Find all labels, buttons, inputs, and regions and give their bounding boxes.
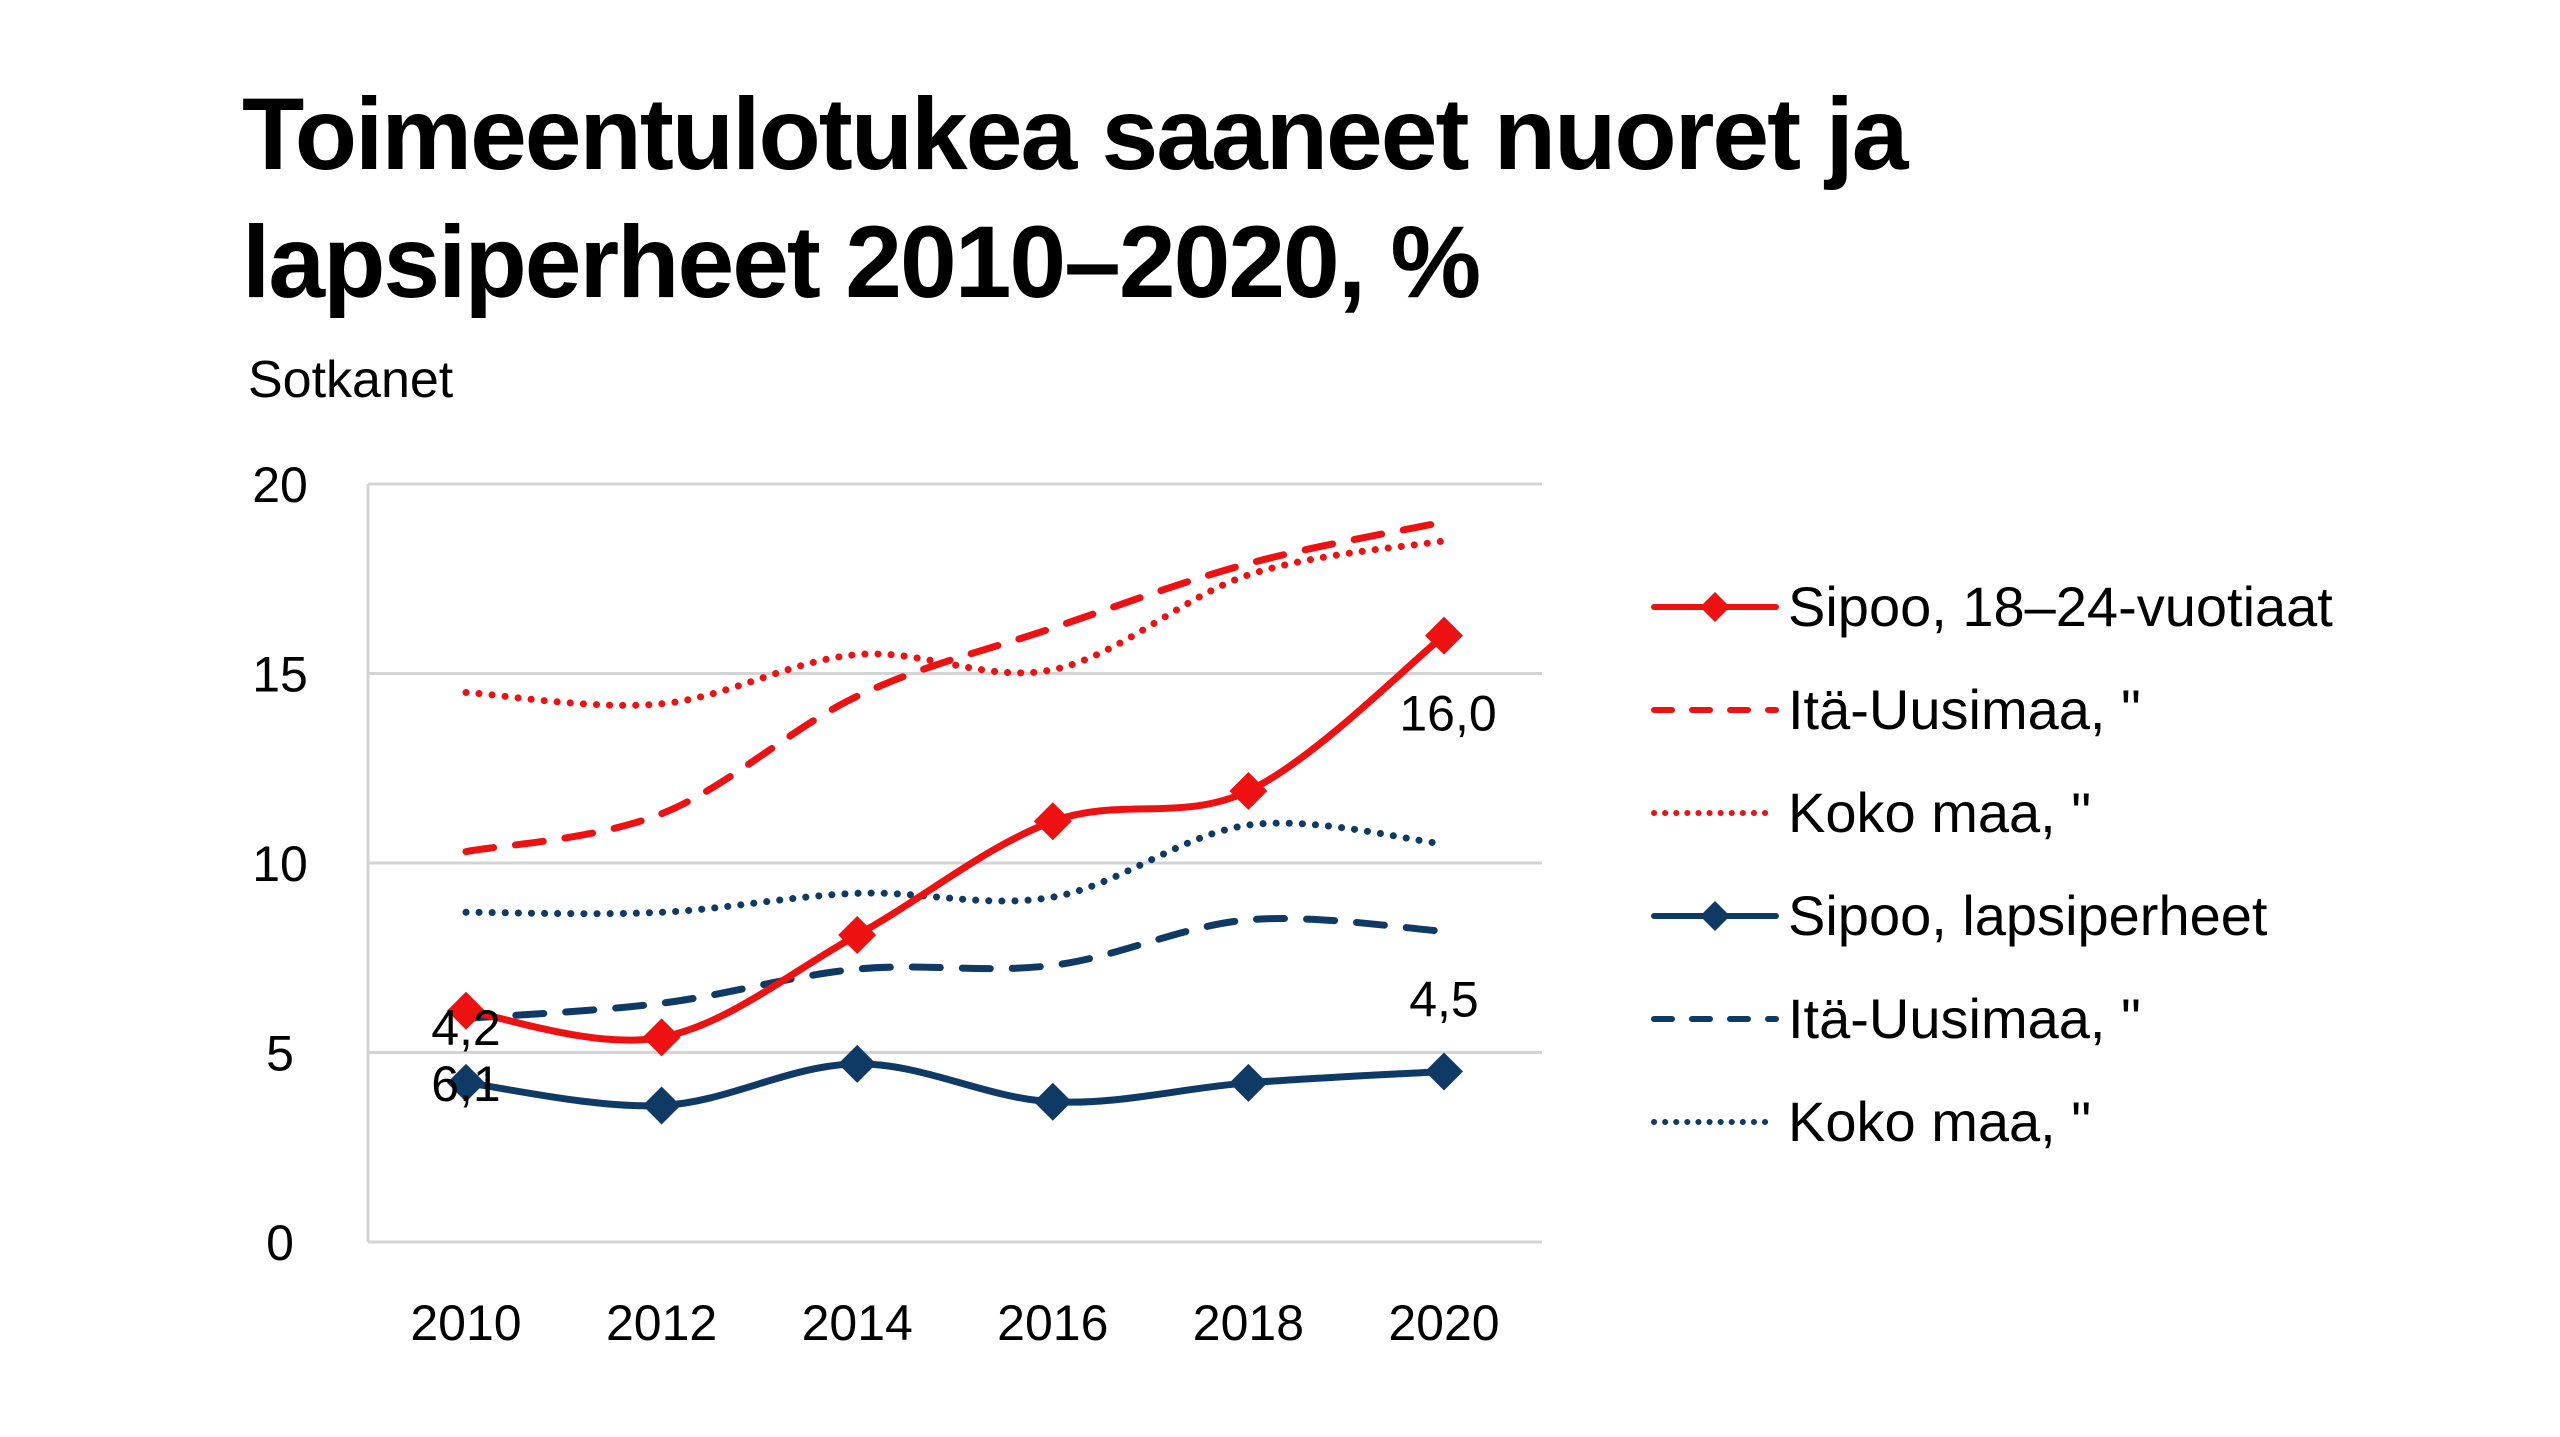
data-labels: 4,26,1 16,0 4,5: [431, 686, 1496, 1112]
series-markers: [447, 616, 1463, 1125]
legend-swatch-icon: [1651, 591, 1779, 622]
legend-item: Koko maa, ": [1650, 1070, 2333, 1173]
data-point-marker: [838, 916, 877, 955]
series-line-3: [462, 1060, 1448, 1110]
legend-swatch-icon: [1651, 900, 1779, 931]
x-tick-label: 2010: [410, 1295, 521, 1351]
legend-label: Sipoo, 18–24-vuotiaat: [1788, 575, 2333, 638]
data-point-marker: [447, 991, 485, 1030]
x-tick-label: 2016: [997, 1295, 1108, 1351]
data-label: 6,1: [431, 1056, 501, 1112]
data-point-marker: [1229, 1063, 1268, 1102]
legend: Sipoo, 18–24-vuotiaat Itä-Uusimaa, " Koko …: [1650, 555, 2333, 1173]
legend-label: Koko maa, ": [1788, 781, 2092, 844]
series-lines: [462, 518, 1448, 1110]
x-tick-label: 2020: [1388, 1295, 1499, 1351]
data-point-marker: [1033, 802, 1072, 841]
data-point-marker: [1425, 616, 1463, 655]
y-tick-label: 5: [266, 1026, 294, 1082]
legend-label: Koko maa, ": [1788, 1090, 2092, 1153]
x-tick-label: 2014: [802, 1295, 913, 1351]
gridlines: [366, 482, 1542, 1244]
data-point-marker: [1229, 771, 1268, 810]
data-point-marker: [1033, 1082, 1072, 1121]
legend-swatch-icon: [1651, 1015, 1779, 1022]
legend-swatch-icon: [1651, 1118, 1779, 1125]
legend-item: Itä-Uusimaa, ": [1650, 967, 2333, 1070]
data-point-marker: [642, 1086, 681, 1125]
series-line-0: [462, 632, 1448, 1044]
data-point-marker: [642, 1018, 681, 1057]
legend-swatch-icon: [1651, 706, 1779, 713]
legend-item: Koko maa, ": [1650, 761, 2333, 864]
data-label: 4,5: [1409, 971, 1479, 1027]
series-line-4: [462, 915, 1448, 1022]
x-tick-label: 2012: [606, 1295, 717, 1351]
y-tick-label: 15: [252, 647, 308, 703]
legend-label: Sipoo, lapsiperheet: [1788, 884, 2268, 947]
series-line-2: [462, 537, 1448, 709]
legend-swatch-icon: [1651, 809, 1779, 816]
data-label: 16,0: [1399, 686, 1496, 742]
chart-source: Sotkanet: [248, 351, 454, 409]
y-tick-label: 20: [252, 457, 308, 513]
series-line-1: [462, 518, 1448, 856]
data-point-marker: [1425, 1052, 1463, 1091]
legend-label: Itä-Uusimaa, ": [1788, 987, 2141, 1050]
legend-item: Itä-Uusimaa, ": [1650, 658, 2333, 761]
x-tick-label: 2018: [1193, 1295, 1304, 1351]
x-axis-ticks: 2010 2012 2014 2016 2018 2020: [410, 1295, 1499, 1351]
legend-item: Sipoo, 18–24-vuotiaat: [1650, 555, 2333, 658]
chart-title: Toimeentulotukea saaneet nuoret ja lapsi…: [242, 77, 1909, 319]
legend-label: Itä-Uusimaa, ": [1788, 678, 2141, 741]
series-line-5: [462, 819, 1448, 918]
data-point-marker: [447, 1063, 485, 1102]
y-axis-ticks: 0 5 10 15 20: [252, 457, 308, 1271]
legend-item: Sipoo, lapsiperheet: [1650, 864, 2333, 967]
y-tick-label: 0: [266, 1215, 294, 1271]
y-tick-label: 10: [252, 836, 308, 892]
data-point-marker: [838, 1044, 877, 1083]
data-label: 4,2: [431, 1000, 501, 1056]
